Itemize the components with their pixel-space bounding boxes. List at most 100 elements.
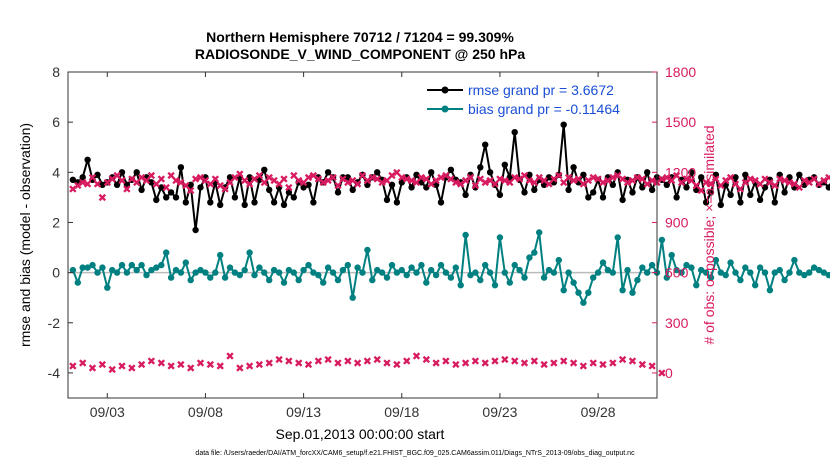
x-tick-label: 09/28: [581, 404, 616, 420]
obs-count-marker: ✖: [466, 171, 475, 184]
obs-count-marker: ✖: [88, 362, 97, 375]
rmse-point: [511, 129, 518, 136]
bias-point: [369, 276, 376, 284]
obs-count-marker: ✖: [765, 176, 774, 189]
rmse-point: [673, 194, 680, 201]
obs-count-marker: ✖: [485, 175, 494, 188]
rmse-point: [383, 196, 391, 204]
obs-count-marker: ✖: [701, 176, 710, 189]
bias-point: [320, 279, 327, 286]
rmse-point: [531, 186, 538, 194]
rmse-point: [658, 176, 666, 183]
bias-point: [295, 276, 302, 284]
bias-point: [673, 266, 680, 274]
y-right-tick-label: 1800: [665, 64, 696, 80]
bias-point: [683, 261, 690, 269]
bias-point: [555, 256, 562, 264]
obs-count-marker: ✖: [333, 180, 342, 193]
rmse-point: [177, 164, 185, 171]
obs-count-marker: ✖: [127, 173, 136, 186]
obs-count-marker: ✖: [481, 176, 490, 189]
obs-count-marker: ✖: [441, 170, 450, 183]
obs-count-marker: ✖: [427, 178, 436, 191]
obs-count-marker: ✖: [672, 170, 681, 183]
rmse-point: [486, 169, 494, 176]
bias-point: [290, 269, 297, 276]
obs-count-marker: ✖: [569, 357, 578, 370]
bias-point: [825, 271, 830, 279]
obs-count-marker: ✖: [579, 360, 588, 373]
rmse-point: [280, 201, 288, 209]
obs-count-marker: ✖: [471, 355, 480, 368]
obs-count-marker: ✖: [819, 175, 828, 188]
bias-point: [329, 269, 337, 276]
obs-count-marker: ✖: [785, 176, 794, 189]
bias-point: [457, 282, 464, 289]
bias-point: [452, 264, 459, 271]
rmse-point: [796, 171, 803, 178]
bias-point: [594, 269, 602, 276]
obs-count-marker: ✖: [274, 354, 283, 367]
obs-count-marker: ✖: [687, 175, 696, 188]
bias-point: [266, 276, 273, 284]
bias-point: [712, 256, 720, 264]
rmse-point: [590, 189, 597, 196]
bias-point: [315, 271, 322, 279]
bias-point: [580, 299, 587, 306]
rmse-point: [432, 181, 440, 188]
obs-count-marker: ✖: [500, 354, 509, 367]
rmse-point: [378, 176, 386, 183]
rmse-point: [305, 181, 312, 188]
obs-count-marker: ✖: [500, 175, 509, 188]
rmse-point: [825, 184, 830, 191]
chart-title-line2: RADIOSONDE_V_WIND_COMPONENT @ 250 hPa: [195, 46, 525, 62]
rmse-point: [766, 176, 774, 183]
obs-count-marker: ✖: [397, 171, 406, 184]
obs-count-marker: ✖: [309, 170, 318, 183]
obs-count-marker: ✖: [741, 176, 750, 189]
bias-point: [202, 269, 209, 276]
bias-point: [393, 269, 401, 276]
obs-count-marker: ✖: [711, 173, 720, 186]
obs-count-marker: ✖: [181, 180, 190, 193]
obs-count-marker: ✖: [805, 176, 814, 189]
y-left-tick-label: 0: [52, 265, 60, 281]
obs-count-marker: ✖: [304, 359, 313, 372]
obs-count-marker: ✖: [736, 183, 745, 196]
obs-count-marker: ✖: [152, 178, 161, 191]
obs-count-marker: ✖: [353, 357, 362, 370]
bias-point: [707, 274, 715, 281]
obs-count-marker: ✖: [171, 175, 180, 188]
obs-count-marker: ✖: [255, 359, 264, 372]
rmse-point: [128, 176, 135, 183]
rmse-point: [540, 181, 548, 188]
bias-point: [275, 269, 283, 276]
rmse-point: [565, 186, 572, 194]
obs-count-marker: ✖: [603, 175, 612, 188]
rmse-point: [231, 194, 239, 201]
rmse-point: [226, 174, 234, 181]
obs-count-marker: ✖: [618, 173, 627, 186]
x-tick-label: 09/23: [482, 404, 517, 420]
bias-point: [192, 269, 199, 276]
obs-count-marker: ✖: [706, 178, 715, 191]
obs-count-marker: ✖: [647, 175, 656, 188]
bias-point: [801, 271, 808, 279]
obs-count-marker: ✖: [235, 168, 244, 181]
rmse-point: [536, 176, 543, 183]
rmse-point: [521, 189, 528, 196]
obs-count-marker: ✖: [392, 359, 401, 372]
bias-point: [310, 269, 317, 276]
bias-point: [378, 269, 386, 276]
obs-count-marker: ✖: [490, 178, 499, 191]
rmse-point: [153, 196, 160, 204]
rmse-point: [555, 171, 562, 178]
rmse-point: [732, 174, 739, 181]
obs-count-marker: ✖: [108, 364, 117, 377]
obs-count-marker: ✖: [402, 355, 411, 368]
bias-point: [339, 266, 347, 274]
legend: rmse grand pr = 3.6672 bias grand pr = -…: [427, 82, 620, 117]
obs-count-marker: ✖: [520, 170, 529, 183]
obs-count-marker: ✖: [657, 173, 666, 186]
obs-count-marker: ✖: [108, 173, 117, 186]
